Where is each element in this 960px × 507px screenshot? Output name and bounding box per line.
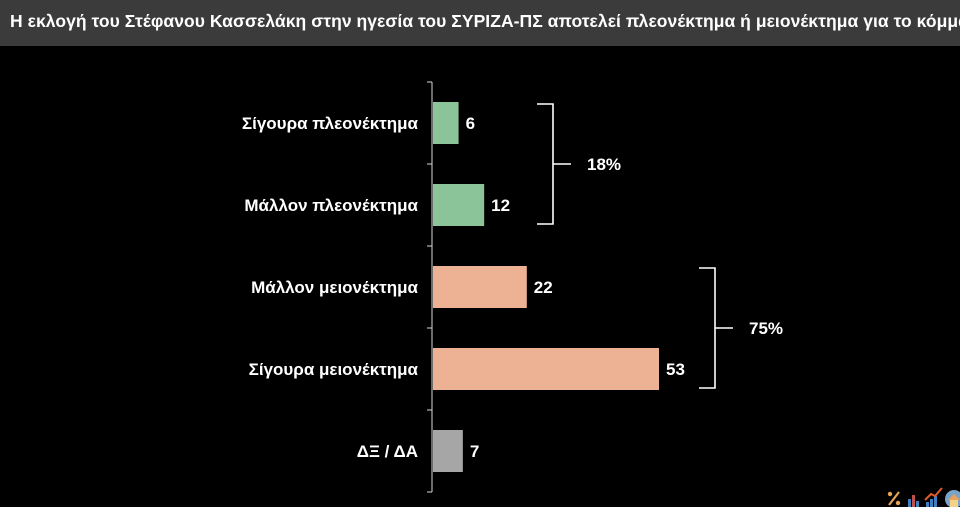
group-bracket xyxy=(699,267,716,389)
category-label: Μάλλον πλεονέκτημα xyxy=(244,196,418,215)
data-label: 53 xyxy=(666,360,685,379)
bar xyxy=(433,430,463,472)
house-icon xyxy=(945,490,960,507)
group-total-label: 75% xyxy=(749,319,783,338)
header-bar: Η εκλογή του Στέφανου Κασσελάκη στην ηγε… xyxy=(0,0,960,46)
category-label: Σίγουρα μειονέκτημα xyxy=(249,360,419,379)
data-label: 22 xyxy=(534,278,553,297)
bar xyxy=(433,184,485,226)
pollster-logo xyxy=(887,487,960,507)
category-label: ΔΞ / ΔΑ xyxy=(357,442,418,461)
data-label: 7 xyxy=(470,442,479,461)
category-label: Σίγουρα πλεονέκτημα xyxy=(242,114,419,133)
bar xyxy=(433,266,527,308)
bar xyxy=(433,348,659,390)
group-total-label: 18% xyxy=(587,155,621,174)
data-label: 12 xyxy=(491,196,510,215)
bar-chart-icon xyxy=(908,495,919,507)
percent-icon xyxy=(887,491,901,506)
page-title: Η εκλογή του Στέφανου Κασσελάκη στην ηγε… xyxy=(10,11,960,31)
category-label: Μάλλον μειονέκτημα xyxy=(251,278,418,297)
bar xyxy=(433,102,459,144)
data-label: 6 xyxy=(466,114,475,133)
group-bracket xyxy=(537,103,554,225)
trend-up-icon xyxy=(924,487,943,507)
